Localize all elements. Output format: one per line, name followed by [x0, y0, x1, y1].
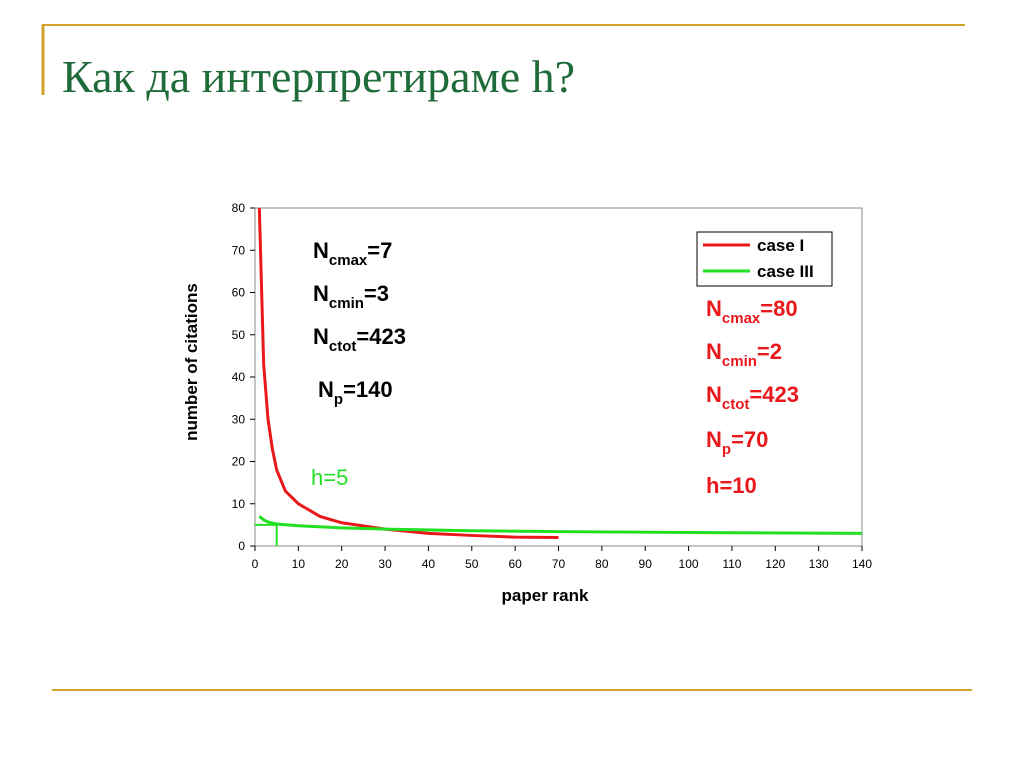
annotation-part: h=5 — [311, 465, 348, 490]
x-tick-label: 100 — [679, 557, 699, 571]
x-tick-label: 0 — [252, 557, 259, 571]
annotation-part: h=10 — [706, 473, 757, 498]
y-tick-label: 70 — [232, 243, 246, 257]
annotation-part: cmax — [329, 252, 368, 269]
x-tick-label: 50 — [465, 557, 479, 571]
annotation-part: =423 — [749, 382, 799, 407]
legend-box — [696, 231, 833, 287]
x-tick-label: 30 — [378, 557, 392, 571]
x-tick-label: 130 — [809, 557, 829, 571]
annotation-part: =140 — [343, 377, 393, 402]
annotation: Nctot=423 — [706, 382, 799, 413]
y-tick-label: 80 — [232, 201, 246, 215]
y-tick-label: 60 — [232, 286, 246, 300]
y-tick-label: 50 — [232, 328, 246, 342]
annotation: Ncmin=3 — [313, 281, 389, 312]
annotation-part: =70 — [731, 427, 768, 452]
annotation-part: N — [318, 377, 334, 402]
annotation-part: cmax — [722, 310, 761, 327]
x-tick-label: 60 — [508, 557, 522, 571]
y-tick-label: 30 — [232, 412, 246, 426]
annotation-part: ctot — [329, 338, 357, 355]
y-tick-label: 0 — [238, 539, 245, 553]
annotation-part: N — [706, 296, 722, 321]
y-tick-label: 40 — [232, 370, 246, 384]
annotation-part: p — [722, 441, 731, 458]
series-line — [258, 515, 863, 535]
annotation-part: =3 — [364, 281, 389, 306]
annotation-part: p — [334, 391, 343, 408]
annotation-part: ctot — [722, 396, 750, 413]
y-axis-label: number of citations — [182, 283, 201, 441]
annotation-part: N — [706, 427, 722, 452]
x-tick-label: 10 — [292, 557, 306, 571]
annotation: Np=70 — [706, 427, 768, 458]
annotation-part: =423 — [356, 324, 406, 349]
x-tick-label: 70 — [552, 557, 566, 571]
y-tick-label: 10 — [232, 497, 246, 511]
annotation: Ncmax=7 — [313, 238, 392, 269]
legend-label: case III — [757, 262, 814, 281]
annotation-part: =7 — [367, 238, 392, 263]
series-line — [257, 207, 559, 540]
annotation-part: N — [313, 281, 329, 306]
annotation: h=5 — [311, 465, 348, 490]
annotation-part: =80 — [760, 296, 797, 321]
x-tick-label: 90 — [639, 557, 653, 571]
x-tick-label: 40 — [422, 557, 436, 571]
annotation: Nctot=423 — [313, 324, 406, 355]
legend-label: case I — [757, 236, 804, 255]
annotation-part: N — [313, 238, 329, 263]
x-tick-label: 80 — [595, 557, 609, 571]
annotation: h=10 — [706, 473, 757, 498]
slide-title: Как да интерпретираме h? — [62, 51, 575, 102]
x-axis-label: paper rank — [502, 586, 589, 605]
x-tick-label: 20 — [335, 557, 349, 571]
x-tick-label: 120 — [765, 557, 785, 571]
annotation-part: cmin — [329, 295, 364, 312]
annotation-part: N — [706, 382, 722, 407]
annotation-part: N — [706, 339, 722, 364]
annotation-part: N — [313, 324, 329, 349]
annotation: Np=140 — [318, 377, 393, 408]
annotation-part: =2 — [757, 339, 782, 364]
y-tick-label: 20 — [232, 455, 246, 469]
x-tick-label: 110 — [722, 557, 741, 571]
annotation: Ncmax=80 — [706, 296, 798, 327]
annotation-part: cmin — [722, 353, 757, 370]
annotation: Ncmin=2 — [706, 339, 782, 370]
x-tick-label: 140 — [852, 557, 872, 571]
